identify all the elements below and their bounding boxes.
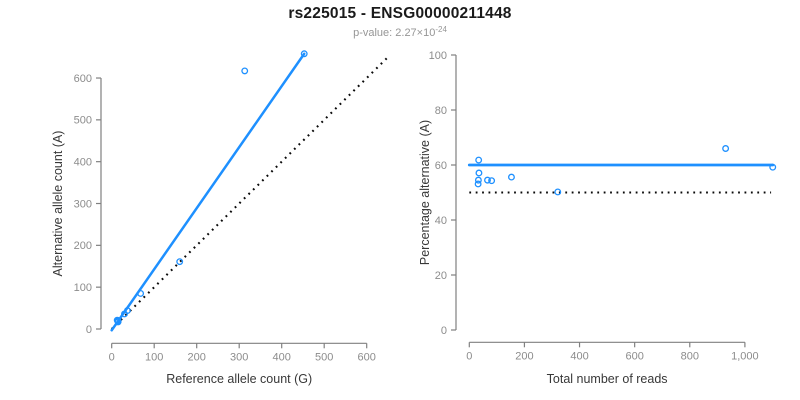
data-point [508, 173, 515, 181]
x-tick-label: 200 [515, 350, 533, 362]
x-axis-title: Total number of reads [547, 372, 668, 386]
x-tick-label: 1,000 [731, 350, 759, 362]
y-tick-label: 400 [74, 156, 92, 168]
data-point [123, 307, 131, 315]
data-point [114, 318, 122, 326]
y-tick-label: 0 [86, 324, 92, 336]
y-tick-label: 500 [74, 115, 92, 127]
data-point [554, 188, 562, 196]
y-tick-label: 0 [441, 325, 447, 337]
y-axis-title: Percentage alternative (A) [418, 120, 432, 265]
y-tick-label: 300 [74, 198, 92, 210]
data-point [475, 156, 483, 164]
regression-line [110, 52, 306, 332]
identity-line [110, 56, 389, 330]
allele-counts-plot: 0 100 200 300 400 500 600 0 100 200 300 400 500 600 Re… [51, 50, 389, 386]
y-tick-label: 200 [74, 240, 92, 252]
data-point [474, 180, 482, 188]
x-tick-label: 300 [230, 351, 248, 363]
y-axis-title: Alternative allele count (A) [51, 131, 65, 277]
y-tick-label: 80 [435, 105, 447, 117]
y-tick-label: 100 [429, 50, 447, 62]
data-point [722, 145, 730, 152]
x-tick-label: 600 [625, 350, 643, 362]
data-point [241, 67, 249, 75]
x-tick-label: 400 [570, 350, 588, 362]
figure-title: rs225015 - ENSG00000211448 [288, 5, 512, 22]
data-point [769, 163, 777, 171]
data-point [484, 176, 491, 184]
y-tick-label: 100 [74, 282, 92, 294]
data-point [137, 289, 145, 297]
y-tick-label: 600 [74, 73, 92, 85]
pvalue-exponent: -24 [435, 25, 447, 34]
figure-pvalue: p-value: 2.27×10-24 [0, 25, 800, 39]
x-tick-label: 500 [315, 351, 333, 363]
data-point [300, 50, 308, 58]
x-tick-label: 400 [273, 351, 291, 363]
percentage-alternative-plot: 0 20 40 60 80 100 0 200 400 600 800 1,000 Total numb… [418, 50, 777, 386]
data-point [488, 177, 496, 185]
x-tick-label: 0 [109, 351, 115, 363]
y-tick-label: 60 [435, 160, 447, 172]
y-tick-label: 40 [435, 215, 447, 227]
y-tick-label: 20 [435, 270, 447, 282]
x-tick-label: 800 [681, 350, 699, 362]
x-tick-label: 100 [145, 351, 163, 363]
x-tick-label: 600 [358, 351, 376, 363]
x-tick-label: 200 [188, 351, 206, 363]
data-point [176, 258, 184, 266]
data-point [475, 169, 483, 177]
x-tick-label: 0 [466, 350, 472, 362]
data-point [474, 176, 482, 184]
x-axis-title: Reference allele count (G) [166, 372, 312, 386]
pvalue-text: p-value: 2.27×10 [353, 27, 436, 39]
